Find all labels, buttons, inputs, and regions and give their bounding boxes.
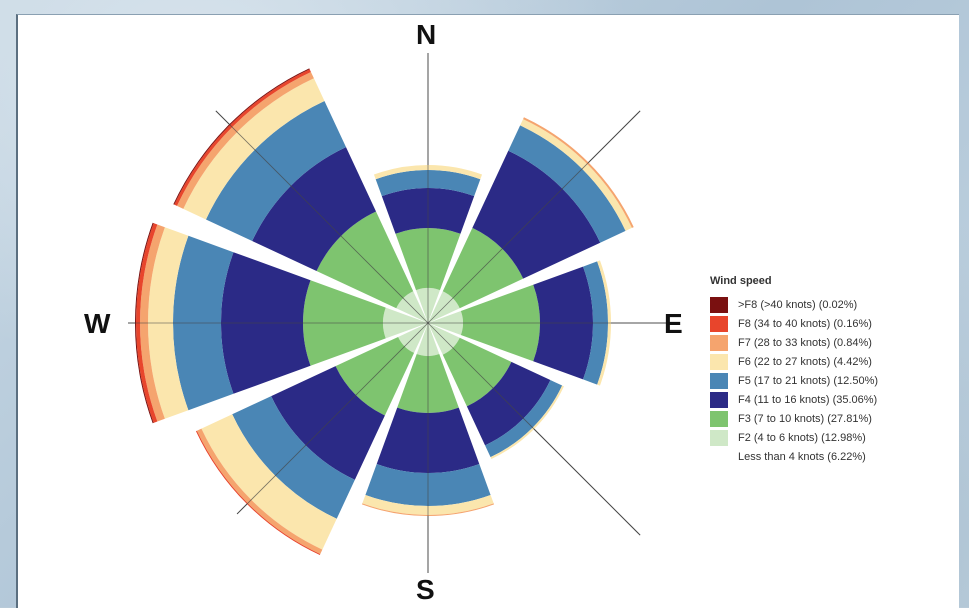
wedge-s-bin-5 xyxy=(361,503,495,516)
legend-swatch xyxy=(710,411,728,427)
legend-item: F2 (4 to 6 knots) (12.98%) xyxy=(710,430,866,446)
axis-overlay-ne xyxy=(427,110,641,324)
legend-item: Less than 4 knots (6.22%) xyxy=(710,449,866,465)
wedge-s-bin-4 xyxy=(362,494,494,515)
legend-label: F7 (28 to 33 knots) (0.84%) xyxy=(738,337,872,349)
wind-rose-chart xyxy=(128,53,668,573)
legend-label: Less than 4 knots (6.22%) xyxy=(738,451,866,463)
axis-overlay-se xyxy=(427,322,641,536)
legend-swatch xyxy=(710,449,728,465)
wedge-ne-bin-4 xyxy=(520,119,632,231)
wedge-e-bin-4 xyxy=(597,260,611,386)
wedge-w-bin-7 xyxy=(135,222,154,424)
legend-swatch xyxy=(710,373,728,389)
legend-label: F6 (22 to 27 knots) (4.42%) xyxy=(738,356,872,368)
legend-item: F4 (11 to 16 knots) (35.06%) xyxy=(710,392,877,408)
legend-label: >F8 (>40 knots) (0.02%) xyxy=(738,299,858,311)
compass-label-east: E xyxy=(664,308,683,339)
legend-item: F5 (17 to 21 knots) (12.50%) xyxy=(710,373,878,389)
legend-swatch xyxy=(710,316,728,332)
legend-swatch xyxy=(710,392,728,408)
legend-item: >F8 (>40 knots) (0.02%) xyxy=(710,297,857,313)
wedge-n-bin-4 xyxy=(373,164,483,180)
wedge-w-bin-5 xyxy=(140,224,165,422)
legend-swatch xyxy=(710,430,728,446)
legend-item: F7 (28 to 33 knots) (0.84%) xyxy=(710,335,872,351)
axis-overlay-sw xyxy=(236,322,429,515)
wind-rose-panel: Wind speed >F8 (>40 knots) (0.02%) F8 (34… xyxy=(16,14,959,608)
compass-label-north: N xyxy=(416,19,437,50)
legend-item: F6 (22 to 27 knots) (4.42%) xyxy=(710,354,872,370)
axis-overlay-nw xyxy=(215,110,429,324)
legend-label: F8 (34 to 40 knots) (0.16%) xyxy=(738,318,872,330)
compass-label-west: W xyxy=(84,308,111,339)
legend-label: F5 (17 to 21 knots) (12.50%) xyxy=(738,375,879,387)
legend-label: F3 (7 to 10 knots) (27.81%) xyxy=(738,413,872,425)
legend-label: F4 (11 to 16 knots) (35.06%) xyxy=(738,394,878,406)
legend-title: Wind speed xyxy=(710,275,772,287)
legend-swatch xyxy=(710,297,728,313)
wedge-w-bin-6 xyxy=(136,223,158,423)
legend-label: F2 (4 to 6 knots) (12.98%) xyxy=(738,432,866,444)
legend-swatch xyxy=(710,335,728,351)
compass-label-south: S xyxy=(416,574,435,605)
legend-item: F8 (34 to 40 knots) (0.16%) xyxy=(710,316,872,332)
legend-swatch xyxy=(710,354,728,370)
legend-item: F3 (7 to 10 knots) (27.81%) xyxy=(710,411,872,427)
